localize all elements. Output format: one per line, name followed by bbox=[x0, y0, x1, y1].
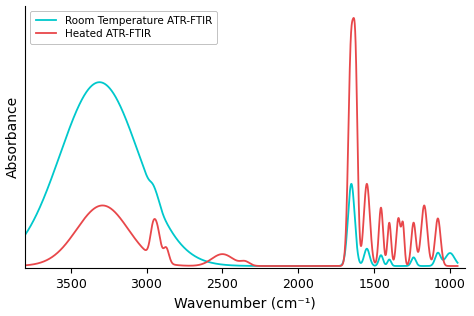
Heated ATR-FTIR bbox=[442, 262, 447, 265]
Heated ATR-FTIR bbox=[204, 260, 210, 264]
Room Temperature ATR-FTIR bbox=[420, 264, 426, 268]
Heated ATR-FTIR bbox=[208, 258, 213, 262]
Room Temperature ATR-FTIR bbox=[455, 261, 460, 265]
Heated ATR-FTIR bbox=[323, 264, 329, 268]
Room Temperature ATR-FTIR bbox=[204, 260, 210, 264]
Heated ATR-FTIR bbox=[22, 264, 28, 267]
Heated ATR-FTIR bbox=[228, 255, 233, 259]
Line: Heated ATR-FTIR: Heated ATR-FTIR bbox=[25, 18, 457, 266]
Room Temperature ATR-FTIR bbox=[208, 261, 213, 264]
X-axis label: Wavenumber (cm⁻¹): Wavenumber (cm⁻¹) bbox=[174, 296, 316, 310]
Room Temperature ATR-FTIR bbox=[228, 263, 234, 267]
Heated ATR-FTIR bbox=[337, 264, 342, 268]
Line: Room Temperature ATR-FTIR: Room Temperature ATR-FTIR bbox=[25, 82, 457, 266]
Room Temperature ATR-FTIR bbox=[337, 264, 342, 268]
Room Temperature ATR-FTIR bbox=[97, 80, 102, 84]
Room Temperature ATR-FTIR bbox=[442, 257, 447, 261]
Heated ATR-FTIR bbox=[420, 208, 426, 212]
Heated ATR-FTIR bbox=[455, 264, 460, 268]
Y-axis label: Absorbance: Absorbance bbox=[6, 96, 19, 178]
Heated ATR-FTIR bbox=[351, 16, 356, 20]
Legend: Room Temperature ATR-FTIR, Heated ATR-FTIR: Room Temperature ATR-FTIR, Heated ATR-FT… bbox=[30, 11, 217, 44]
Room Temperature ATR-FTIR bbox=[22, 233, 28, 237]
Room Temperature ATR-FTIR bbox=[397, 264, 403, 268]
